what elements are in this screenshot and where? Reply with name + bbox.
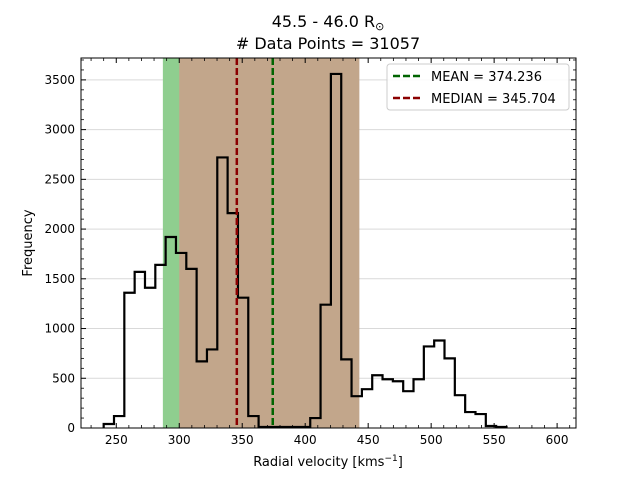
y-axis-label: Frequency bbox=[21, 209, 36, 276]
plot-area: 250 300 350 400 450 500 550 600 0 500 1000 1500 2000… bbox=[44, 57, 577, 447]
histogram-bin bbox=[114, 416, 124, 428]
x-tick-label: 400 bbox=[294, 433, 317, 447]
legend: MEAN = 374.236 MEDIAN = 345.704 bbox=[386, 63, 570, 111]
histogram-bin bbox=[393, 381, 403, 428]
x-tick-label: 550 bbox=[483, 433, 506, 447]
histogram-bin bbox=[424, 346, 434, 428]
histogram-bin bbox=[455, 395, 465, 428]
histogram-bin bbox=[124, 293, 134, 428]
legend-mean-label: MEAN = 374.236 bbox=[431, 70, 542, 85]
y-tick-label: 2500 bbox=[44, 172, 75, 186]
x-tick-label: 350 bbox=[231, 433, 254, 447]
x-axis-label: Radial velocity [kms−1] bbox=[253, 454, 403, 470]
y-tick-label: 3000 bbox=[44, 123, 75, 137]
y-tick-label: 1500 bbox=[44, 272, 75, 286]
chart-title-line1: 45.5 - 46.0 R⊙ bbox=[272, 12, 385, 33]
histogram-outline bbox=[102, 72, 508, 429]
histogram-bin bbox=[135, 272, 145, 428]
x-tick-label: 600 bbox=[546, 433, 569, 447]
histogram-bin bbox=[383, 379, 393, 428]
x-tick-label: 500 bbox=[420, 433, 443, 447]
histogram-bin bbox=[414, 379, 424, 428]
legend-median-label: MEDIAN = 345.704 bbox=[431, 92, 556, 107]
y-tick-label: 3500 bbox=[44, 73, 75, 87]
axes-frame bbox=[80, 57, 577, 429]
legend-box bbox=[386, 63, 570, 111]
histogram-bin bbox=[372, 375, 382, 428]
histogram-bin bbox=[445, 358, 455, 428]
x-tick-label: 450 bbox=[357, 433, 380, 447]
band-inner bbox=[179, 58, 360, 428]
x-tick-label: 250 bbox=[105, 433, 128, 447]
y-tick-label: 500 bbox=[52, 371, 75, 385]
x-tick-label: 300 bbox=[168, 433, 191, 447]
histogram-bin bbox=[145, 288, 155, 428]
chart-title-line2: # Data Points = 31057 bbox=[236, 34, 420, 53]
histogram-bin bbox=[475, 414, 485, 428]
y-tick-label: 0 bbox=[67, 421, 75, 435]
histogram-bin bbox=[465, 412, 475, 428]
histogram-bin bbox=[434, 340, 444, 428]
histogram-bin bbox=[362, 389, 372, 428]
y-tick-label: 2000 bbox=[44, 222, 75, 236]
y-tick-label: 1000 bbox=[44, 322, 75, 336]
histogram-bin bbox=[403, 391, 413, 428]
